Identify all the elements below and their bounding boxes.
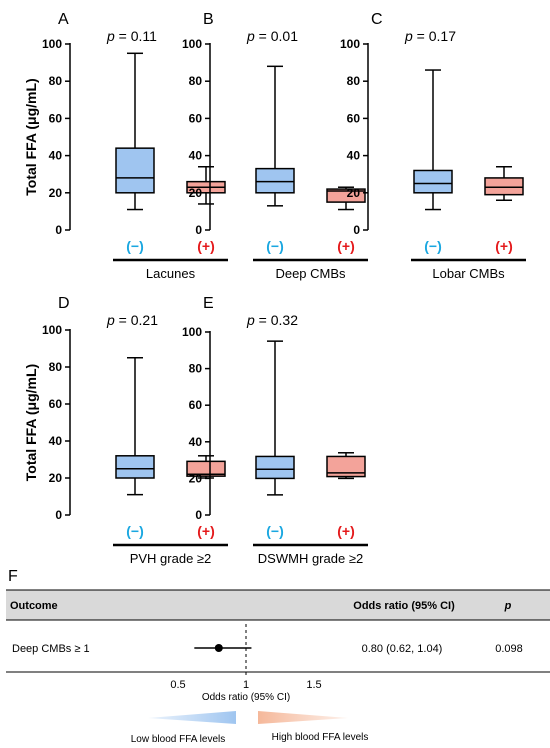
iqr-box [326,455,366,478]
y-tick-label: 80 [49,74,63,88]
group-label: (+) [337,238,355,254]
iqr-box [115,455,155,479]
group-label: (+) [495,238,513,254]
low-ffa-wedge [148,711,236,724]
y-tick-label: 100 [42,323,62,337]
y-tick-label: 80 [49,360,63,374]
box-negative [115,357,155,496]
y-tick-label: 40 [189,149,203,163]
y-tick-label: 60 [189,398,203,412]
column-header-odds-ratio: Odds ratio (95% CI) [353,600,455,612]
group-label: (+) [337,523,355,539]
y-tick-label: 40 [347,149,361,163]
boxplot-panel-c: Cp = 0.17 0 20 40 60 80 100 (−) (+) Lobar CMBs [340,11,526,281]
x-tick-label: 0.5 [170,679,185,691]
y-tick-label: 60 [189,111,203,125]
box-negative [115,52,155,211]
group-label: (−) [266,523,284,539]
y-tick-label: 20 [49,471,63,485]
high-ffa-wedge [258,711,348,724]
p-value-label: p = 0.17 [404,28,456,44]
y-tick-label: 0 [55,508,62,522]
y-tick-label: 0 [195,508,202,522]
y-tick-label: 60 [49,111,63,125]
column-header-p: p [504,600,512,612]
p-value-label: p = 0.01 [246,28,298,44]
group-label: (−) [266,238,284,254]
y-tick-label: 40 [189,435,203,449]
panel-letter: B [203,11,214,28]
iqr-box [326,188,366,203]
box-positive [484,166,524,201]
panel-letter: D [58,295,70,312]
boxplot-panel-b: Bp = 0.01 0 20 40 60 80 100 (−) (+) Deep CMBs [182,11,368,281]
box-negative [413,69,453,211]
group-label: (−) [126,238,144,254]
box-positive [326,186,366,211]
x-tick-label: 1.5 [306,679,321,691]
box-negative [255,340,295,496]
y-tick-label: 80 [189,362,203,376]
group-title: PVH grade ≥2 [130,551,212,566]
p-value-label: p = 0.11 [106,28,157,44]
box-negative [255,65,295,207]
group-title: Lobar CMBs [432,266,505,281]
row-outcome: Deep CMBs ≥ 1 [12,643,90,655]
iqr-box [255,455,295,480]
y-axis-title: Total FFA (μg/mL) [23,78,39,195]
y-axis-title: Total FFA (μg/mL) [23,364,39,481]
forest-plot-panel-f: F Outcome Odds ratio (95% CI) p Deep CMBs ≥ … [6,568,550,745]
group-title: Deep CMBs [275,266,346,281]
y-tick-label: 40 [49,149,63,163]
group-label: (+) [197,238,215,254]
boxplot-panel-a: Ap = 0.11 0 20 40 60 80 100 Total FFA (μg/mL) (−… [23,11,228,281]
y-tick-label: 20 [347,186,361,200]
y-tick-label: 20 [49,186,63,200]
y-tick-label: 100 [340,37,360,51]
p-value-label: p = 0.21 [106,312,158,328]
y-tick-label: 20 [189,471,203,485]
y-tick-label: 100 [42,37,62,51]
boxplot-panel-d: Dp = 0.21 0 20 40 60 80 100 Total FFA (μg/mL) (−… [23,295,228,566]
y-tick-label: 40 [49,434,63,448]
box-positive [326,452,366,480]
y-tick-label: 100 [182,325,202,339]
iqr-box [255,167,295,194]
y-tick-label: 0 [353,223,360,237]
y-tick-label: 20 [189,186,203,200]
y-tick-label: 0 [195,223,202,237]
iqr-box [186,460,226,477]
y-tick-label: 100 [182,37,202,51]
row-odds-ratio: 0.80 (0.62, 1.04) [362,643,443,655]
iqr-box [413,169,453,194]
group-title: DSWMH grade ≥2 [258,551,363,566]
boxplot-panel-e: Ep = 0.32 0 20 40 60 80 100 (−) (+) DSWMH grade ≥… [182,295,368,566]
iqr-box [484,177,524,196]
panel-letter: E [203,295,214,312]
y-tick-label: 0 [55,223,62,237]
p-value-label: p = 0.32 [246,312,298,328]
y-tick-label: 60 [49,397,63,411]
panel-letter: A [58,11,69,28]
low-ffa-label: Low blood FFA levels [131,734,226,745]
y-tick-label: 80 [347,74,361,88]
column-header-outcome: Outcome [10,600,58,612]
table-header-band [6,590,550,620]
group-label: (−) [424,238,442,254]
group-label: (−) [126,523,144,539]
y-tick-label: 80 [189,74,203,88]
x-axis-title: Odds ratio (95% CI) [202,692,290,703]
panel-letter: F [8,568,18,585]
group-title: Lacunes [146,266,196,281]
iqr-box [115,147,155,194]
panel-letter: C [371,11,383,28]
x-tick-label: 1 [243,679,249,691]
high-ffa-label: High blood FFA levels [272,732,369,743]
y-tick-label: 60 [347,111,361,125]
odds-ratio-point [214,644,223,652]
group-label: (+) [197,523,215,539]
row-p-value: 0.098 [495,643,523,655]
